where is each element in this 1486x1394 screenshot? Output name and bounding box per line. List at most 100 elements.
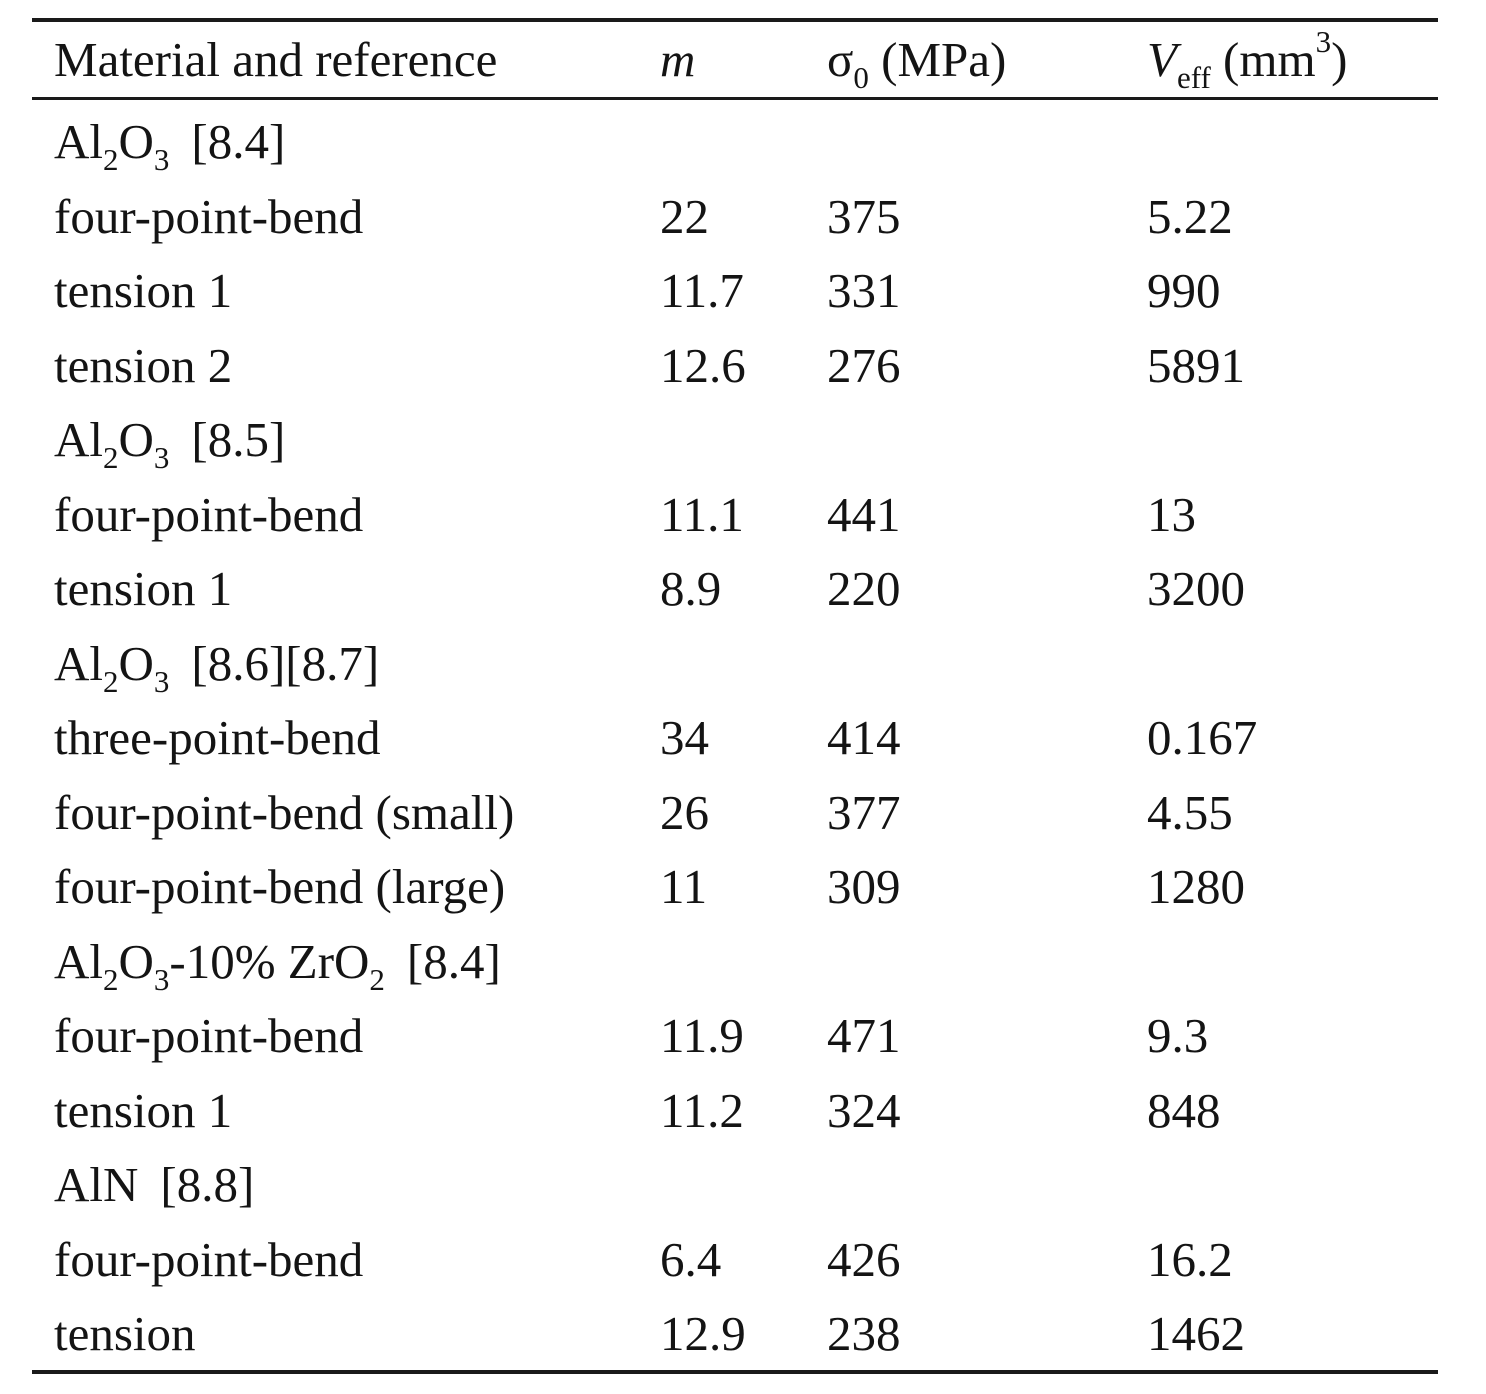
group-reference: [8.4] <box>406 933 501 989</box>
m-cell: 34 <box>660 710 709 765</box>
test-cell: four-point-bend (small) <box>54 784 515 840</box>
formula-text: Al <box>54 933 103 989</box>
m-cell: 11.7 <box>660 263 744 318</box>
header-sigma-unit: (MPa) <box>881 32 1007 87</box>
header-veff-unit-post: ) <box>1331 32 1348 87</box>
test-cell: four-point-bend <box>54 1008 364 1063</box>
header-veff-unit-pre: (mm <box>1223 32 1316 87</box>
veff-cell: 3200 <box>1147 561 1245 616</box>
test-cell: tension 1 <box>54 263 233 318</box>
veff-cell: 4.55 <box>1147 784 1233 840</box>
formula-text: O <box>118 635 154 691</box>
sigma0-cell: 324 <box>827 1082 901 1138</box>
formula-subscript: 2 <box>103 142 119 177</box>
formula-subscript: 2 <box>103 440 119 475</box>
group-material-cell: Al2O3 [8.4] <box>54 104 285 179</box>
sigma0-cell: 414 <box>827 710 901 765</box>
header-rule <box>32 97 1438 100</box>
test-cell: four-point-bend <box>54 188 364 244</box>
group-header-row: Al2O3 [8.4] <box>32 104 1438 179</box>
group-reference: [8.8] <box>160 1157 255 1212</box>
group-material-name: Al2O3 <box>54 402 169 477</box>
table-row: four-point-bend (large) 11 309 1280 <box>32 849 1438 924</box>
formula-subscript: 3 <box>153 142 170 177</box>
header-material: Material and reference <box>54 32 498 87</box>
formula-subscript: 2 <box>103 961 119 997</box>
table-row: tension 2 12.6 276 5891 <box>32 328 1438 403</box>
sigma0-cell: 220 <box>827 561 901 616</box>
group-header-row: Al2O3 [8.5] <box>32 402 1438 477</box>
table-row: three-point-bend 34 414 0.167 <box>32 700 1438 775</box>
sigma0-cell: 309 <box>827 859 901 914</box>
header-sigma-sub: 0 <box>853 60 869 95</box>
sigma0-cell: 377 <box>827 784 901 840</box>
test-cell: tension 1 <box>54 1082 233 1138</box>
formula-text: Al <box>54 635 103 691</box>
test-cell: tension <box>54 1306 196 1361</box>
table-row: tension 1 8.9 220 3200 <box>32 551 1438 626</box>
veff-cell: 1280 <box>1147 859 1245 914</box>
formula-subscript: 2 <box>369 961 385 997</box>
formula-text: O <box>118 933 154 989</box>
formula-subscript: 3 <box>153 663 170 699</box>
top-rule <box>32 18 1438 22</box>
group-reference: [8.4] <box>191 114 286 169</box>
group-reference: [8.5] <box>191 412 286 467</box>
m-cell: 12.6 <box>660 337 746 393</box>
veff-cell: 16.2 <box>1147 1231 1233 1287</box>
formula-text: Al <box>54 412 103 467</box>
test-cell: four-point-bend (large) <box>54 859 506 914</box>
test-cell: tension 1 <box>54 561 233 616</box>
table-row: four-point-bend 6.4 426 16.2 <box>32 1222 1438 1297</box>
m-cell: 11.1 <box>660 486 744 542</box>
formula-text: -10% ZrO <box>169 933 370 989</box>
group-reference: [8.6][8.7] <box>191 635 380 691</box>
m-cell: 26 <box>660 784 709 840</box>
table-row: four-point-bend 11.9 471 9.3 <box>32 998 1438 1073</box>
table-row: four-point-bend 22 375 5.22 <box>32 179 1438 254</box>
veff-cell: 848 <box>1147 1082 1221 1138</box>
table-row: four-point-bend 11.1 441 13 <box>32 477 1438 552</box>
test-cell: four-point-bend <box>54 1231 364 1287</box>
m-cell: 22 <box>660 188 709 244</box>
sigma0-cell: 238 <box>827 1306 901 1361</box>
bottom-rule <box>32 1370 1438 1374</box>
veff-cell: 1462 <box>1147 1306 1245 1361</box>
formula-text: O <box>118 114 154 169</box>
formula-subscript: 3 <box>153 440 170 475</box>
sigma0-cell: 441 <box>827 486 901 542</box>
table-row: tension 1 11.2 324 848 <box>32 1073 1438 1148</box>
formula-text: Al <box>54 114 103 169</box>
test-cell: three-point-bend <box>54 710 381 765</box>
sigma0-cell: 276 <box>827 337 901 393</box>
m-cell: 11 <box>660 859 708 914</box>
header-veff-symbol: V <box>1147 32 1177 87</box>
header-sigma-symbol: σ <box>827 32 854 87</box>
sigma0-cell: 471 <box>827 1008 901 1063</box>
group-material-cell: Al2O3-10% ZrO2 [8.4] <box>54 924 501 999</box>
header-m: m <box>660 32 696 87</box>
test-cell: four-point-bend <box>54 486 364 542</box>
test-cell: tension 2 <box>54 337 233 393</box>
veff-cell: 9.3 <box>1147 1008 1209 1063</box>
formula-text: O <box>118 412 154 467</box>
group-material-name: Al2O3 <box>54 626 169 701</box>
group-material-cell: Al2O3 [8.5] <box>54 402 285 477</box>
formula-text: AlN <box>54 1157 139 1212</box>
header-veff: Veff (mm3) <box>1147 26 1347 94</box>
veff-cell: 5.22 <box>1147 188 1233 244</box>
m-cell: 11.2 <box>660 1082 744 1138</box>
veff-cell: 0.167 <box>1147 710 1258 765</box>
m-cell: 8.9 <box>660 561 722 616</box>
sigma0-cell: 375 <box>827 188 901 244</box>
group-material-cell: Al2O3 [8.6][8.7] <box>54 626 379 701</box>
sigma0-cell: 426 <box>827 1231 901 1287</box>
header-sigma0: σ0 (MPa) <box>827 26 1006 94</box>
group-header-row: Al2O3-10% ZrO2 [8.4] <box>32 924 1438 999</box>
formula-subscript: 3 <box>153 961 170 997</box>
group-header-row: Al2O3 [8.6][8.7] <box>32 626 1438 701</box>
group-material-name: AlN <box>54 1147 138 1222</box>
table-row: four-point-bend (small) 26 377 4.55 <box>32 775 1438 850</box>
formula-subscript: 2 <box>103 663 119 699</box>
header-veff-unit-sup: 3 <box>1315 24 1332 59</box>
